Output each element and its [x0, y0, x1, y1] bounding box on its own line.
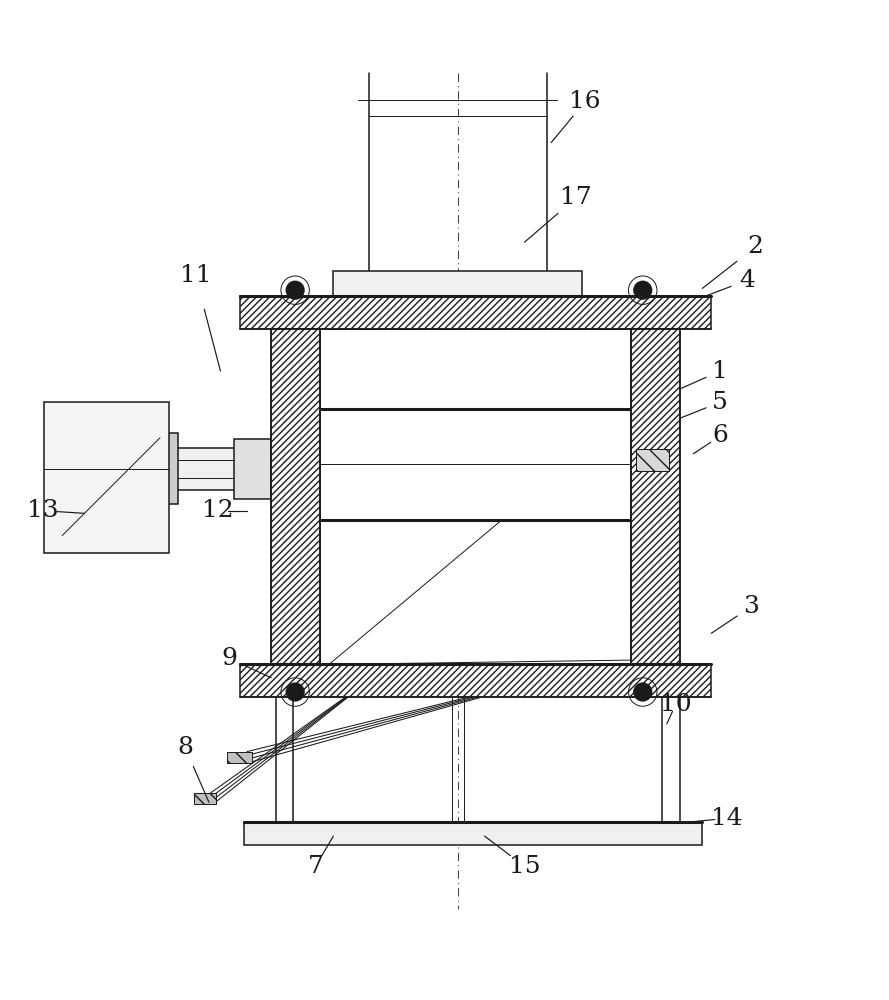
Text: 17: 17: [560, 186, 592, 209]
Bar: [636, 449, 669, 471]
Bar: [240, 664, 711, 697]
Circle shape: [286, 281, 304, 299]
Circle shape: [286, 683, 304, 701]
Bar: [631, 329, 680, 664]
Text: 12: 12: [202, 499, 234, 522]
Bar: [320, 329, 631, 664]
Text: 15: 15: [509, 855, 541, 878]
Text: 5: 5: [712, 391, 728, 414]
Bar: [234, 439, 271, 499]
Text: 1: 1: [712, 360, 728, 383]
Text: 3: 3: [743, 595, 759, 618]
Text: 4: 4: [739, 269, 755, 292]
Bar: [89, 448, 271, 490]
Text: 7: 7: [308, 855, 324, 878]
Text: 11: 11: [180, 264, 212, 287]
Text: 2: 2: [748, 235, 764, 258]
Bar: [244, 822, 702, 845]
Bar: [333, 271, 582, 297]
Bar: [194, 793, 216, 804]
Circle shape: [634, 683, 652, 701]
Bar: [227, 752, 252, 763]
Text: 9: 9: [221, 647, 237, 670]
Text: 13: 13: [27, 499, 59, 522]
Bar: [240, 296, 711, 329]
Bar: [158, 433, 178, 504]
Circle shape: [634, 281, 652, 299]
Text: 16: 16: [569, 90, 601, 113]
Text: 14: 14: [711, 807, 743, 830]
Bar: [44, 402, 169, 553]
Text: 8: 8: [177, 736, 193, 759]
Bar: [271, 329, 320, 664]
Text: 10: 10: [660, 693, 692, 716]
Text: 6: 6: [712, 424, 728, 447]
